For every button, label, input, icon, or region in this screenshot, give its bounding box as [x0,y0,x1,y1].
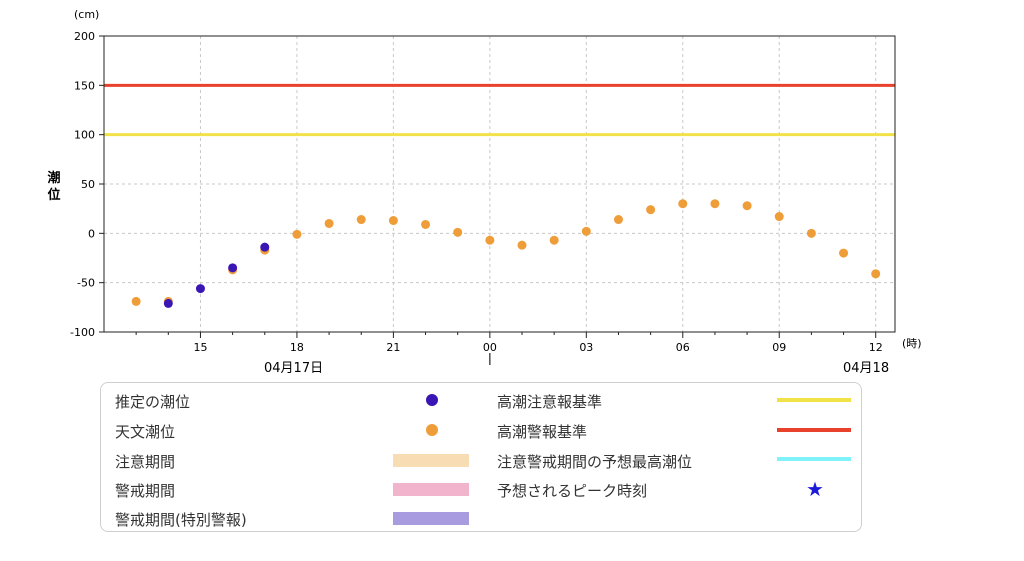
astronomical-tide-point [871,269,881,279]
y-axis-label: 潮位 [47,171,61,203]
astronomical-tide-point [549,235,559,245]
legend-swatch-warning-period [393,483,469,496]
date-label-0418: 04月18 [843,361,890,376]
legend-label-warning-period: 警戒期間 [115,482,176,500]
legend-swatch-estimated [426,394,438,406]
astronomical-tide-point [806,228,816,238]
legend-swatch-caution-period [393,454,469,467]
astronomical-tide-point [356,215,366,225]
estimated-tide-point [195,284,205,294]
y-tick-label: 50 [81,178,95,191]
astronomical-tide-point [131,296,141,306]
legend-label-advisory-standard: 高潮注意報基準 [497,393,603,411]
astronomical-tide-point [710,199,720,209]
astronomical-tide-point [774,212,784,222]
estimated-tide-point [228,263,238,273]
y-tick-label: 150 [74,79,95,92]
x-tick-label: 12 [869,341,883,354]
legend-label-caution-period: 注意期間 [115,453,176,471]
x-tick-label: 18 [290,341,304,354]
astronomical-tide-point [678,199,688,209]
legend-label-astronomical: 天文潮位 [115,423,176,441]
astronomical-tide-point [324,218,334,228]
y-tick-label: 0 [88,227,95,240]
y-tick-label: -100 [70,326,95,339]
tide-chart: 200 150 100 50 0 -50 -100 15 18 21 00 03 06 09 12 [70,30,896,365]
estimated-tide-point [260,242,270,252]
astronomical-tide-point [613,215,623,225]
legend-label-peak-time: 予想されるピーク時刻 [497,482,648,500]
y-tick-label: 200 [74,30,95,43]
y-tick-label: -50 [77,277,95,290]
x-tick-label: 03 [579,341,593,354]
legend: 推定の潮位 天文潮位 注意期間 警戒期間 警戒期間(特別警報) 高潮注意報基準 … [100,382,862,532]
astronomical-tide-point [453,227,463,237]
astronomical-tide-point [742,201,752,211]
y-tick-label: 100 [74,129,95,142]
x-tick-label: 00 [483,341,497,354]
x-tick-label: 21 [386,341,400,354]
reference-lines [104,83,895,137]
estimated-tide-point [163,298,173,308]
astronomical-tide-point [485,235,495,245]
legend-swatch-advisory-standard [777,398,851,402]
astronomical-tide-point [388,216,398,226]
x-tick-label: 15 [193,341,207,354]
legend-label-warning-standard: 高潮警報基準 [497,423,588,441]
legend-label-estimated: 推定の潮位 [115,393,191,411]
astronomical-tide-point [581,226,591,236]
data-points [131,199,881,308]
legend-label-max-forecast: 注意警戒期間の予想最高潮位 [497,453,693,471]
date-label-0417: 04月17日 [264,361,324,376]
legend-label-special-warning-period: 警戒期間(特別警報) [115,511,247,529]
y-axis-ticks: 200 150 100 50 0 -50 -100 [70,30,104,339]
x-tick-label: 06 [676,341,690,354]
legend-swatch-special-warning-period [393,512,469,525]
legend-swatch-max-forecast [777,457,851,461]
astronomical-tide-point [421,219,431,229]
x-tick-label: 09 [772,341,786,354]
astronomical-tide-point [839,248,849,258]
y-axis-unit: (cm) [74,8,100,21]
x-axis-unit: (時) [902,337,922,350]
legend-swatch-warning-standard [777,428,851,432]
x-axis-ticks: 15 18 21 00 03 06 09 12 [135,332,883,365]
legend-swatch-astronomical [426,424,438,436]
grid [104,36,895,332]
astronomical-tide-point [646,205,656,215]
legend-star-icon: ★ [806,477,824,501]
astronomical-tide-point [517,240,527,250]
astronomical-tide-point [292,229,302,239]
